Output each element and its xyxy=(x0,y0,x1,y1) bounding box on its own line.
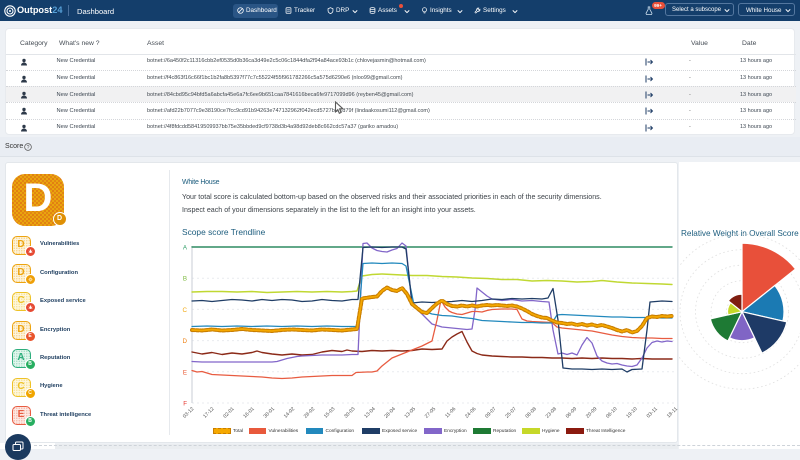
svg-text:16-01: 16-01 xyxy=(242,406,256,420)
svg-text:13-05: 13-05 xyxy=(404,406,418,420)
svg-text:24-06: 24-06 xyxy=(464,406,478,420)
svg-text:14-02: 14-02 xyxy=(283,406,297,420)
svg-text:E: E xyxy=(183,369,187,376)
svg-text:D: D xyxy=(183,338,188,345)
svg-text:17-12: 17-12 xyxy=(202,406,216,420)
svg-text:09-07: 09-07 xyxy=(484,406,498,420)
svg-text:18-11: 18-11 xyxy=(666,406,679,419)
svg-text:03-12: 03-12 xyxy=(182,406,196,420)
svg-text:30-01: 30-01 xyxy=(263,406,277,420)
svg-text:25-07: 25-07 xyxy=(504,406,518,420)
svg-text:?: ? xyxy=(27,145,30,151)
svg-text:B: B xyxy=(183,276,187,283)
svg-text:02-01: 02-01 xyxy=(222,406,236,420)
svg-text:08-08: 08-08 xyxy=(524,406,538,420)
svg-text:20-09: 20-09 xyxy=(585,406,599,420)
svg-text:27-05: 27-05 xyxy=(424,406,438,420)
svg-text:28-04: 28-04 xyxy=(383,406,397,420)
svg-text:06-09: 06-09 xyxy=(565,406,579,420)
svg-text:A: A xyxy=(183,245,188,252)
svg-text:28-02: 28-02 xyxy=(303,406,317,420)
svg-text:06-10: 06-10 xyxy=(605,406,619,420)
svg-text:23-08: 23-08 xyxy=(545,406,559,420)
svg-text:11-06: 11-06 xyxy=(444,406,457,419)
svg-text:03-11: 03-11 xyxy=(646,406,659,419)
svg-text:30-03: 30-03 xyxy=(343,406,357,420)
svg-text:15-03: 15-03 xyxy=(323,406,337,420)
svg-text:19-10: 19-10 xyxy=(625,406,639,420)
svg-text:13-04: 13-04 xyxy=(363,406,377,420)
svg-text:F: F xyxy=(183,401,187,408)
svg-text:C: C xyxy=(183,307,188,314)
